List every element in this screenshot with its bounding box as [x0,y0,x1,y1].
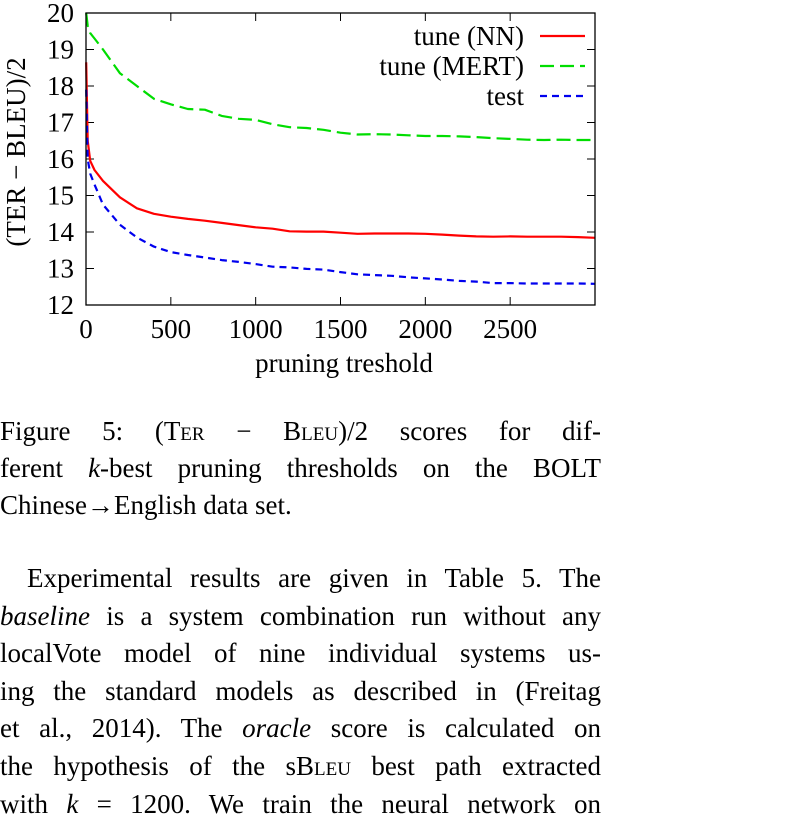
k-variable: k [88,453,101,483]
svg-text:(TER − BLEU)/2: (TER − BLEU)/2 [1,57,31,246]
para-line-7: with k = 1200. We train the neural netwo… [0,786,601,824]
y-tick-label: 19 [47,35,74,65]
plot-area [85,12,596,285]
para-line-6-pre: the hypothesis of the s [0,750,296,781]
x-tick-label: 1000 [229,314,283,344]
ter-metric: Ter [163,416,205,446]
para-line-2: baseline is a system combination run wit… [0,598,601,636]
series-line-2 [85,12,595,142]
caption-line-2: ferent k-best pruning thresholds on the … [0,450,601,487]
series-line-3 [85,89,596,285]
legend-label-3: test [487,81,525,111]
pruning-threshold-chart: (TER − BLEU)/2 pruning treshold 12 13 14 15… [1,0,596,378]
x-tick-label: 2500 [483,314,537,344]
x-tick-label: 1500 [314,314,368,344]
x-tick-label: 500 [151,314,192,344]
y-tick-label: 18 [47,71,74,101]
caption-minus: − [204,416,284,446]
para-line-6-post: best path extracted [350,750,601,781]
y-axis-label: (TER − BLEU)/2 [1,57,31,246]
oracle-term: oracle [242,713,312,744]
caption-paren-close: )/2 [338,416,369,446]
para-line-1: Experimental results are given in Table … [27,563,601,593]
caption-line-3: Chinese→English data set. [0,490,292,520]
para-line-5: et al., 2014). The oracle score is calcu… [0,710,601,748]
legend-label-1: tune (NN) [414,21,524,51]
y-tick-label: 15 [47,181,74,211]
axis-ticks: 12 13 14 15 16 17 18 19 20 0 500 1000 1500 2000 2500 [47,0,595,344]
caption-line-1: Figure 5: (Ter − Bleu)/2 scores for dif- [0,413,601,450]
y-axis-label-text: (TER − BLEU)/2 [1,57,31,246]
para-line-5-post: score is calculated on [311,713,601,744]
bleu-metric: Bleu [283,416,339,446]
caption-line-1-rest: scores for dif- [399,416,601,446]
sbleu-metric: Bleu [295,750,351,781]
y-tick-label: 20 [47,0,74,28]
y-tick-label: 13 [47,254,74,284]
caption-line-2-pre: ferent [0,453,89,483]
body-paragraph: Experimental results are given in Table … [0,560,601,823]
para-line-4: ing the standard models as described in … [0,675,601,706]
plot-frame [85,12,596,306]
para-line-6: the hypothesis of the sBleu best path ex… [0,748,601,786]
figure-caption: Figure 5: (Ter − Bleu)/2 scores for dif-… [0,413,601,524]
x-axis-label: pruning treshold [255,348,433,378]
para-line-3: localVote model of nine individual syste… [0,638,601,669]
x-tick-label: 0 [79,314,93,344]
para-line-7-pre: with [0,788,67,819]
legend: tune (NN)tune (MERT)test [379,21,585,111]
para-line-2-post: is a system combination run without any [89,600,601,631]
k-variable-2: k [66,788,79,819]
caption-line-2-post: -best pruning thresholds on the BOLT [100,453,602,483]
y-tick-label: 16 [47,144,74,174]
baseline-term: baseline [0,600,90,631]
figure-number: Figure 5: [0,416,124,446]
caption-paren-open: ( [154,416,164,446]
legend-label-2: tune (MERT) [379,51,524,81]
x-tick-label: 2000 [398,314,452,344]
para-line-7-rest: = 1200. We train the neural network on [78,788,601,819]
para-line-5-pre: et al., 2014). The [0,713,243,744]
y-tick-label: 12 [47,290,74,320]
y-tick-label: 17 [47,108,74,138]
series-line-1 [85,62,596,239]
y-tick-label: 14 [47,217,75,247]
